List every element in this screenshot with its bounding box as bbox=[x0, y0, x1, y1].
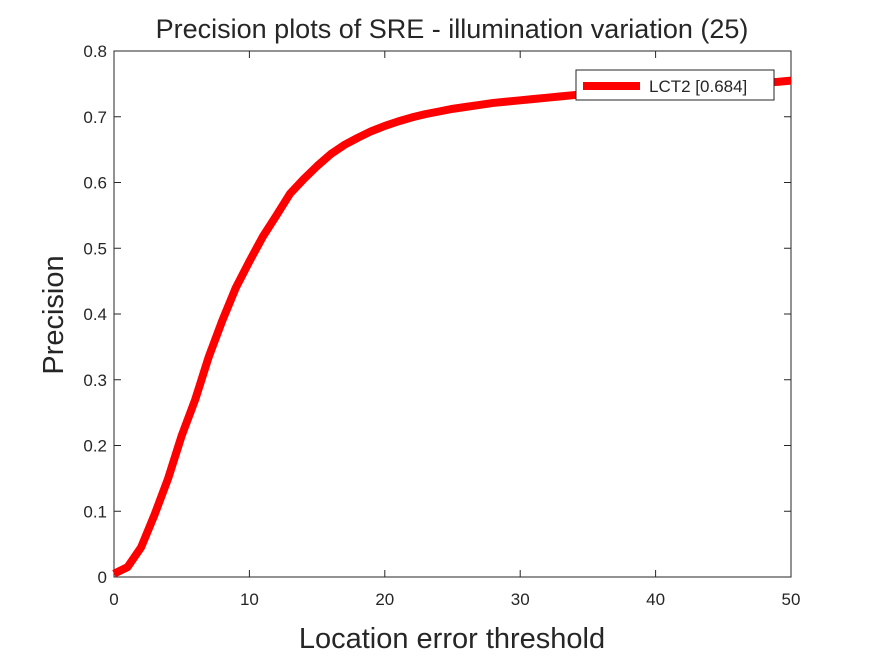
y-tick-label: 0.6 bbox=[83, 174, 107, 193]
y-tick-label: 0.8 bbox=[83, 42, 107, 61]
legend: LCT2 [0.684] bbox=[575, 69, 775, 101]
plot-area bbox=[113, 50, 792, 578]
x-tick-label: 40 bbox=[646, 590, 665, 609]
x-axis-label: Location error threshold bbox=[299, 623, 605, 655]
y-tick-label: 0.7 bbox=[83, 108, 107, 127]
y-tick-label: 0.4 bbox=[83, 305, 107, 324]
x-tick-label: 0 bbox=[109, 590, 118, 609]
x-tick-label: 50 bbox=[782, 590, 801, 609]
x-tick-label: 20 bbox=[375, 590, 394, 609]
y-axis-label: Precision bbox=[38, 255, 70, 374]
x-tick-label: 30 bbox=[511, 590, 530, 609]
axes-frame bbox=[113, 50, 792, 578]
legend-label: LCT2 [0.684] bbox=[649, 77, 747, 96]
y-tick-label: 0.2 bbox=[83, 437, 107, 456]
y-tick-label: 0.5 bbox=[83, 239, 107, 258]
x-axis-ticks: 0 10 20 30 40 50 bbox=[109, 51, 800, 609]
y-tick-label: 0.1 bbox=[83, 502, 107, 521]
y-axis-ticks: 0 0.1 0.2 0.3 0.4 0.5 0.6 0.7 0.8 bbox=[83, 42, 791, 587]
y-tick-label: 0.3 bbox=[83, 371, 107, 390]
y-tick-label: 0 bbox=[98, 568, 107, 587]
x-tick-label: 10 bbox=[240, 590, 259, 609]
chart-title: Precision plots of SRE - illumination va… bbox=[156, 14, 749, 44]
